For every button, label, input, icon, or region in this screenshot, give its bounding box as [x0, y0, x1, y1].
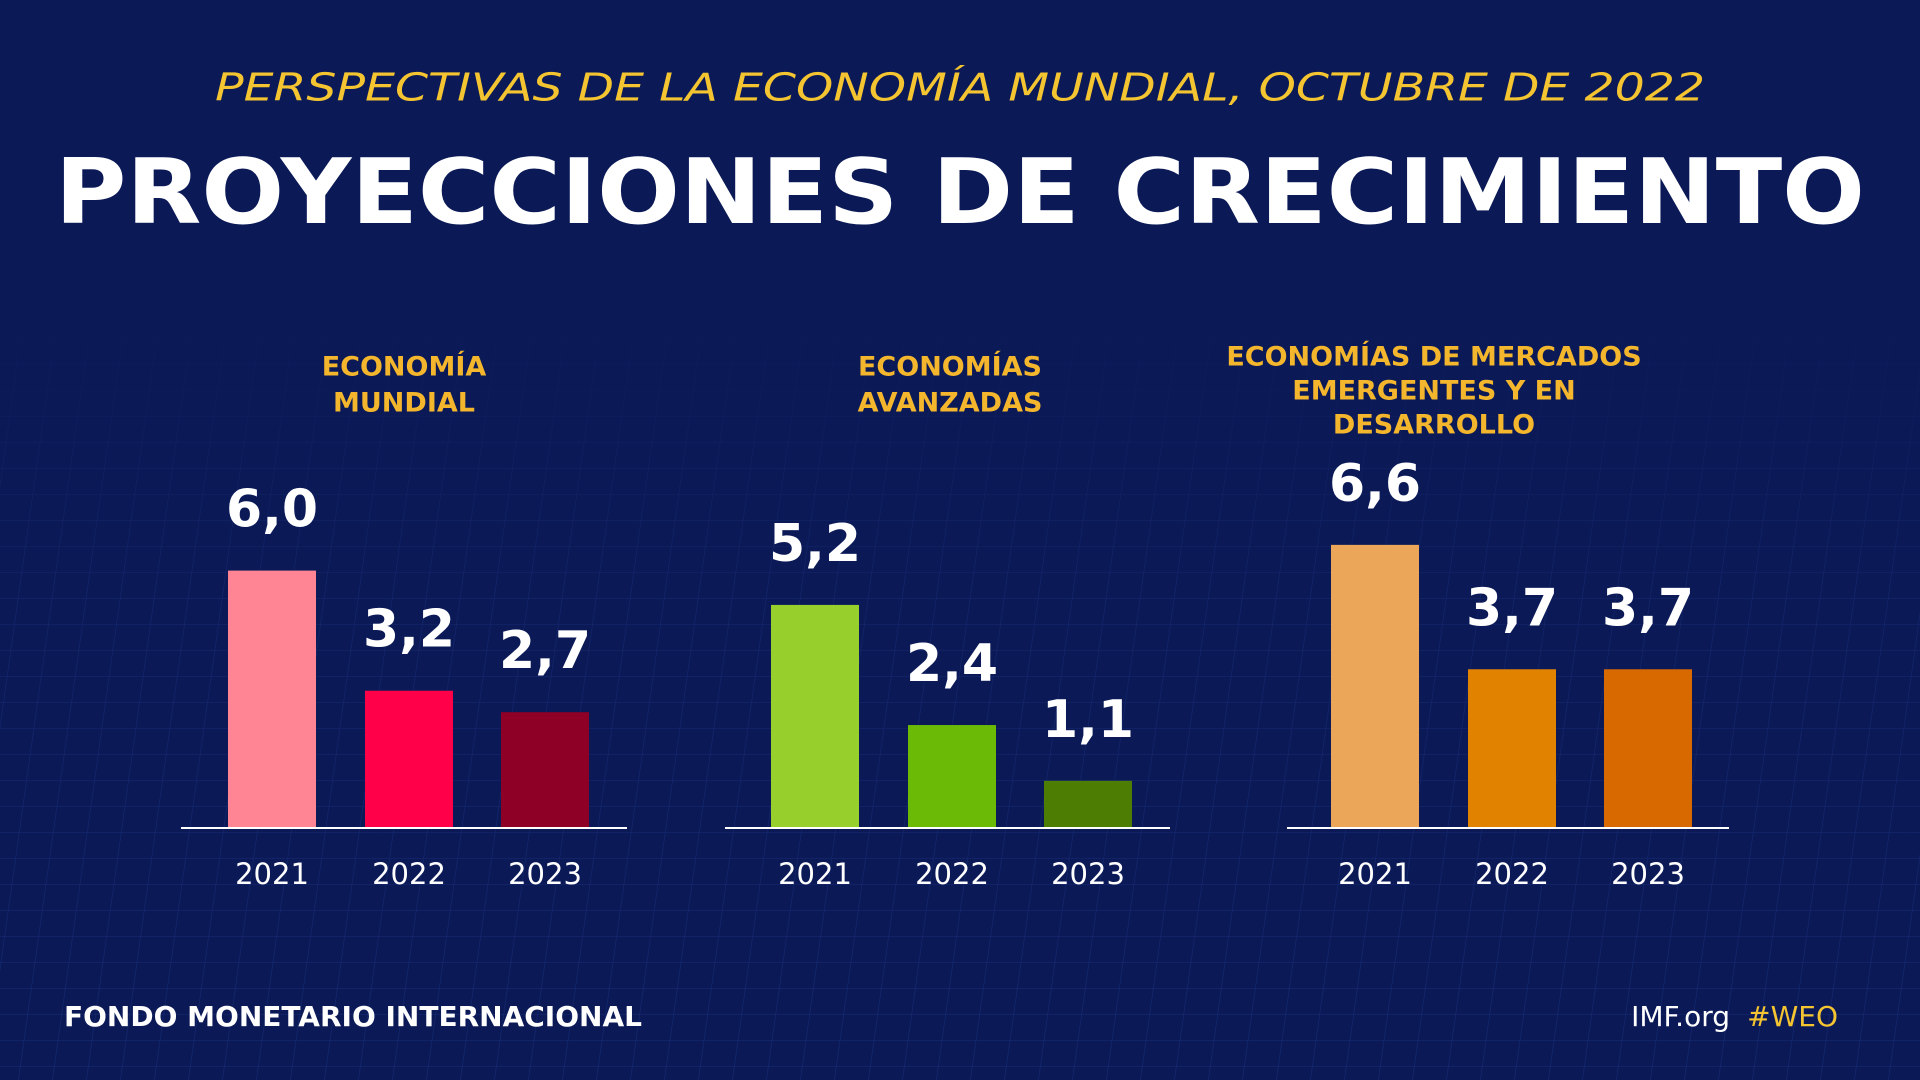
bar [1331, 544, 1419, 828]
bar [365, 690, 453, 828]
bar [1468, 669, 1556, 828]
chart-title: EMERGENTES Y EN [1292, 376, 1575, 407]
x-tick-label: 2022 [915, 857, 989, 891]
x-tick-label: 2021 [1338, 857, 1412, 891]
bar [908, 725, 996, 828]
site-link: IMF.org [1631, 1000, 1730, 1033]
value-label: 6,6 [1329, 454, 1421, 514]
chart-title: ECONOMÍAS DE MERCADOS [1226, 341, 1641, 373]
background-fade [0, 320, 1920, 1080]
hashtag: #WEO [1747, 1000, 1838, 1033]
value-label: 3,2 [363, 600, 455, 660]
chart-title: ECONOMÍAS [858, 351, 1042, 383]
bar [501, 712, 589, 828]
bar [228, 570, 316, 828]
main-title: PROYECCIONES DE CRECIMIENTO [55, 140, 1865, 245]
value-label: 3,7 [1602, 578, 1694, 638]
value-label: 1,1 [1042, 690, 1134, 750]
organization: FONDO MONETARIO INTERNACIONAL [64, 1000, 642, 1033]
chart-title: AVANZADAS [858, 388, 1043, 419]
x-tick-label: 2021 [778, 857, 852, 891]
value-label: 2,7 [499, 621, 591, 681]
value-label: 2,4 [906, 634, 998, 694]
bar [1604, 669, 1692, 828]
x-tick-label: 2022 [1475, 857, 1549, 891]
chart-title: ECONOMÍA [322, 351, 487, 383]
bar [771, 604, 859, 828]
chart-title: DESARROLLO [1333, 410, 1535, 441]
x-tick-label: 2023 [1611, 857, 1685, 891]
value-label: 6,0 [226, 480, 318, 540]
subtitle: PERSPECTIVAS DE LA ECONOMÍA MUNDIAL, OCT… [215, 66, 1705, 110]
chart-title: MUNDIAL [333, 388, 475, 419]
bar [1044, 780, 1132, 828]
x-tick-label: 2023 [508, 857, 582, 891]
x-tick-label: 2023 [1051, 857, 1125, 891]
x-tick-label: 2022 [372, 857, 446, 891]
value-label: 5,2 [769, 514, 861, 574]
x-tick-label: 2021 [235, 857, 309, 891]
value-label: 3,7 [1466, 578, 1558, 638]
